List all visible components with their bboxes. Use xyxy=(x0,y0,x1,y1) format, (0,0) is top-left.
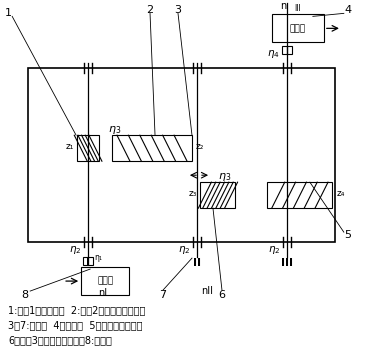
Text: 8: 8 xyxy=(22,290,29,300)
Bar xyxy=(28,68,335,242)
Text: z₂: z₂ xyxy=(196,142,204,151)
Text: 1: 1 xyxy=(5,8,12,19)
Text: z₄: z₄ xyxy=(336,189,345,198)
Text: nII: nII xyxy=(201,286,213,296)
Text: 3: 3 xyxy=(175,5,182,15)
Text: z₃: z₃ xyxy=(189,189,197,198)
Text: n: n xyxy=(280,1,286,11)
Bar xyxy=(112,135,192,161)
Text: $\eta_2$: $\eta_2$ xyxy=(69,244,81,256)
Text: 7: 7 xyxy=(159,290,166,300)
Text: 2: 2 xyxy=(146,5,154,15)
Text: 工作机: 工作机 xyxy=(290,24,306,33)
Text: 5: 5 xyxy=(344,230,351,240)
Text: I: I xyxy=(86,258,90,268)
Text: 4: 4 xyxy=(344,5,351,15)
Text: III: III xyxy=(281,258,293,268)
Bar xyxy=(287,46,292,54)
Text: nI: nI xyxy=(99,288,108,298)
Text: 电动机: 电动机 xyxy=(97,277,113,286)
Text: η₁: η₁ xyxy=(94,253,102,262)
Bar xyxy=(83,257,88,265)
Text: $\eta_4$: $\eta_4$ xyxy=(266,48,279,60)
Text: 6: 6 xyxy=(218,290,225,300)
Text: $\eta_2$: $\eta_2$ xyxy=(178,244,190,256)
Bar xyxy=(282,46,287,54)
Text: 6：齿轮3（中速轴主动轮）8:电动机: 6：齿轮3（中速轴主动轮）8:电动机 xyxy=(8,335,112,345)
Text: 3、7:联轴器  4：工作机  5：齿轮（低速轴）: 3、7:联轴器 4：工作机 5：齿轮（低速轴） xyxy=(8,320,143,330)
Bar xyxy=(200,182,235,208)
Bar xyxy=(268,182,332,208)
Bar xyxy=(81,267,129,295)
Bar xyxy=(272,15,324,42)
Text: II: II xyxy=(193,258,201,268)
Text: III: III xyxy=(294,4,301,13)
Text: $\eta_3$: $\eta_3$ xyxy=(108,124,122,136)
Text: $\eta_3$: $\eta_3$ xyxy=(218,171,232,183)
Text: $\eta_2$: $\eta_2$ xyxy=(268,244,280,256)
Text: 1:齿轮1（高速轴）  2:齿轮2（中速轴从动轮）: 1:齿轮1（高速轴） 2:齿轮2（中速轴从动轮） xyxy=(8,305,145,315)
Text: z₁: z₁ xyxy=(66,142,74,151)
Bar xyxy=(88,257,93,265)
Bar xyxy=(77,135,99,161)
